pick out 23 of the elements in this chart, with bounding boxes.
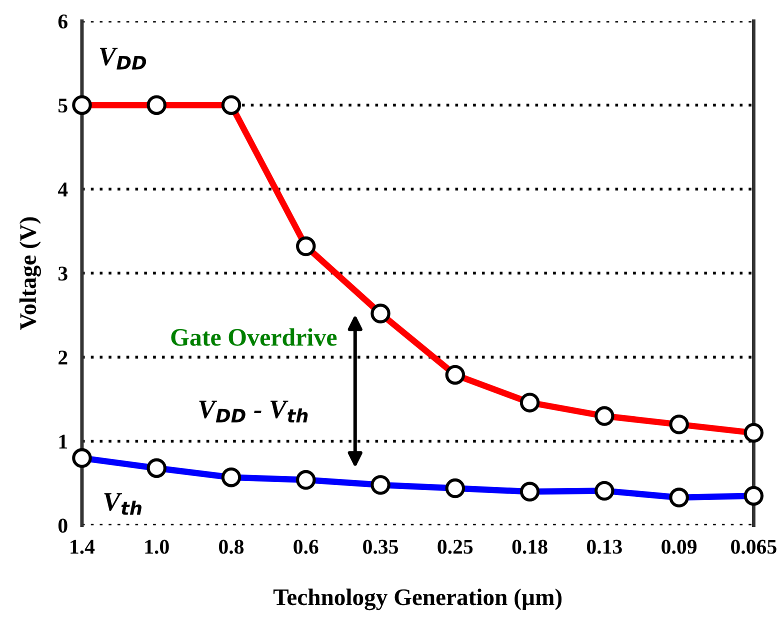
annotation: Gate Overdrive [171, 328, 337, 346]
x-tick-label: 0.35 [363, 540, 398, 554]
y-tick-label: 3 [58, 266, 68, 281]
x-tick-label: 1.0 [145, 540, 169, 554]
x-tick-label: 0.13 [586, 540, 622, 554]
y-axis-title: Voltage (V) [19, 217, 41, 330]
x-tick-label: 0.065 [731, 540, 776, 554]
y-tick-label: 0 [58, 518, 68, 533]
series-label: V$_{th}$ [104, 493, 142, 515]
y-tick-label: 6 [58, 14, 68, 29]
x-tick-label: 0.25 [438, 540, 473, 554]
x-tick-label: 1.4 [70, 540, 95, 554]
x-tick-label: 0.09 [662, 540, 697, 554]
y-tick-label: 2 [58, 350, 68, 364]
y-tick-label: 4 [58, 182, 68, 196]
annotation: V$_{DD}$ - V$_{th}$ [199, 400, 308, 422]
x-tick-label: 0.18 [512, 540, 548, 554]
x-tick-label: 0.6 [294, 540, 318, 554]
x-tick-label: 0.8 [219, 540, 244, 554]
series-label: V$_{DD}$ [100, 48, 146, 70]
y-tick-label: 5 [58, 98, 68, 113]
y-tick-label: 1 [59, 434, 68, 448]
x-axis-title: Technology Generation (µm) [273, 588, 562, 610]
